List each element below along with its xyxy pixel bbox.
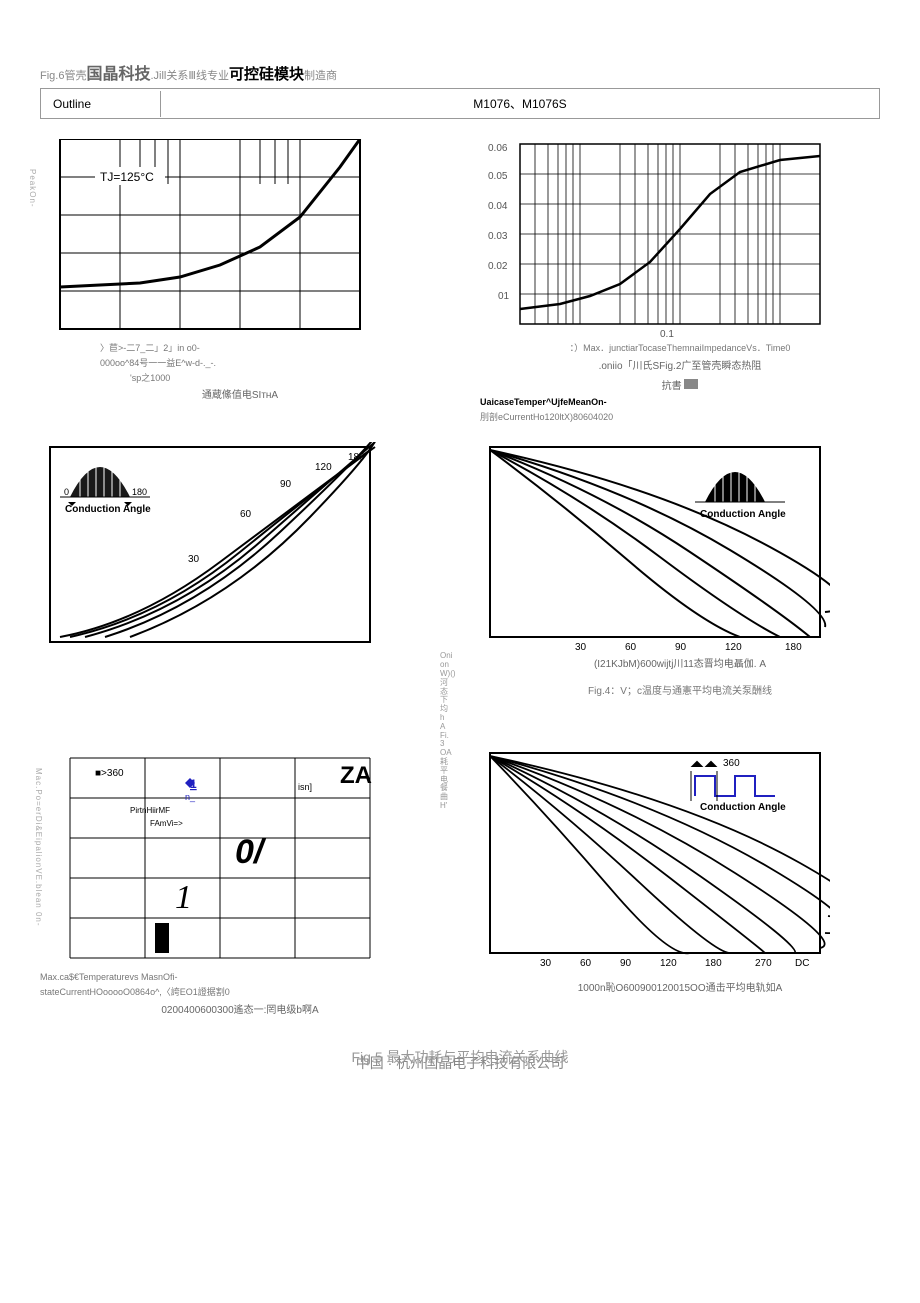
fig4-cap1: (I21KJbM)600wijtj川11态晋均电聶伽. A [480,658,880,671]
fig5-cap3: 0200400600300遙态一:罔电级b啊A [40,1004,440,1017]
fig3-cell: 0 180 Conduction Angle 30 60 90 120 180 … [40,442,440,698]
svg-text:90: 90 [675,642,687,652]
svg-text:1: 1 [175,879,192,916]
svg-text:180: 180 [785,642,802,652]
fig1-cell: PeakOn- TJ=125°C 〉苣 [40,139,440,422]
fig1-chart: TJ=125°C [40,139,380,339]
svg-text:Conduction Angle: Conduction Angle [65,504,151,515]
outline-models: M1076、M1076S [161,89,879,118]
page-footer: Fig.5 最大功耗与平均电流关系曲线 中国 · 杭州国晶电子科技有限公司 [40,1047,880,1073]
fig5-ylabel: Mac.Po=erDi&EipalionVE.blean 0n- [34,768,43,927]
svg-text:0.04: 0.04 [488,201,508,212]
hdr-cn1: 管壳 [64,70,86,82]
fig4-chart: Conduction Angle 30 60 90 120 180 [480,442,830,652]
svg-text:0.06: 0.06 [488,143,508,154]
outline-label: Outline [41,91,161,117]
svg-text:90: 90 [280,479,292,490]
fig1-temp: TJ=125°C [100,170,154,184]
fig6-cell: 360 Conduction Angle 30 60 90 120 180 27… [480,748,880,1017]
svg-text:360: 360 [723,758,740,769]
svg-text:0.02: 0.02 [488,261,508,272]
svg-text:120: 120 [315,462,332,473]
svg-text:0.05: 0.05 [488,171,508,182]
svg-text:120: 120 [660,958,677,968]
fig4-cell: Conduction Angle 30 60 90 120 180 (I21KJ… [480,442,880,698]
svg-text:DC: DC [795,958,809,968]
svg-text:0/: 0/ [235,833,267,871]
svg-text:Conduction Angle: Conduction Angle [700,802,786,813]
fig2-cap2: .oniio「川氏SFig.2广至管壳瞬态热阻 [480,360,880,373]
svg-text:180: 180 [348,452,365,463]
svg-text:n_: n_ [185,792,196,802]
svg-text:120: 120 [725,642,742,652]
svg-text:30: 30 [540,958,552,968]
fig5-cap1: Max.ca$€Temperaturevs MasnOfi- [40,972,440,983]
svg-text:0.1: 0.1 [660,329,674,339]
svg-text:60: 60 [580,958,592,968]
svg-text:180: 180 [132,487,147,497]
fig5-caption-overlap: Fig.5 最大功耗与平均电流关系曲线 [40,1047,880,1067]
fig3-chart: 0 180 Conduction Angle 30 60 90 120 180 [40,442,380,652]
svg-text:90: 90 [620,958,632,968]
fig6-chart: 360 Conduction Angle 30 60 90 120 180 27… [480,748,830,968]
fig3-rightcol: Oni on W)() 河 态 下 均 h A Fi. 3 OA 耗 平 电 餐… [440,652,468,810]
svg-text:60: 60 [240,509,252,520]
fig1-cap2: 000oo^84号一⼀益E^w-d-._-. [100,358,440,369]
outline-bar: Outline M1076、M1076S [40,88,880,119]
fig1-cap3: 'sp之1000 [130,373,440,384]
svg-text:270: 270 [755,958,772,968]
fig-prefix: Fig.6 [40,70,64,82]
fig2-above1: UaicaseTemper^UjfeMeanOn- [480,397,880,408]
svg-text:180: 180 [705,958,722,968]
fig2-cap1: ：）Max．junctiarTocaseThemnaiImpedanceVs．T… [480,343,880,354]
fig1-cap4: 通蔵絛值电SIᴛʜA [40,389,440,402]
fig2-cap3: 抗書 [480,379,880,393]
svg-text:isn]: isn] [298,782,312,792]
fig5-cap2: stateCurrentHOooooO0864o^,〈誇EO1證据割0 [40,987,440,998]
fig6-cap: 1000n恥O600900120015OO通击平均电轨如A [480,982,880,995]
svg-text:60: 60 [625,642,637,652]
svg-text:■>360: ■>360 [95,768,124,779]
fig5-cell: Mac.Po=erDi&EipalionVE.blean 0n- ■>360 Z… [40,748,440,1017]
fig5-chart: ■>360 ZA 1 n_ isn] PirtnHiirMF FAmVi=> 0… [40,748,380,968]
brand-cn: 国晶科技 [86,66,150,83]
svg-text:30: 30 [188,554,200,565]
page-header: Fig.6管壳国晶科技.Jill关系Ⅲ线专业可控硅模块制造商 [40,60,880,84]
fig4-cap2: Fig.4：V；c温度与通憲平均电流关泵酬线 [480,685,880,698]
svg-text:30: 30 [575,642,587,652]
svg-text:Conduction Angle: Conduction Angle [700,509,786,520]
fig2-above2: 刖剖eCurrentHo120ltX)80604020 [480,412,880,423]
fig5-figcap: Fig.5 最大功耗与平均电流关系曲线 [351,1049,568,1065]
hdr-gray3: 制造商 [304,70,337,82]
fig2-cell: 0.06 0.05 0.04 0.03 0.02 01 0.1 ：）Max．ju… [480,139,880,422]
hdr-gray2: 关系Ⅲ线专业 [166,70,229,82]
svg-text:0.03: 0.03 [488,231,508,242]
product-cn: 可控硅模块 [229,66,304,83]
hdr-gray1: .Jill [150,70,166,82]
svg-text:ZA: ZA [340,762,372,789]
svg-text:PirtnHiirMF: PirtnHiirMF [130,806,170,815]
svg-text:0: 0 [64,487,69,497]
fig1-cap1: 〉苣>-二7_二」2」in o0- [100,343,440,354]
fig1-ylabel: PeakOn- [28,169,37,208]
svg-text:01: 01 [498,291,510,302]
fig2-chart: 0.06 0.05 0.04 0.03 0.02 01 0.1 [480,139,840,339]
svg-text:FAmVi=>: FAmVi=> [150,819,183,828]
